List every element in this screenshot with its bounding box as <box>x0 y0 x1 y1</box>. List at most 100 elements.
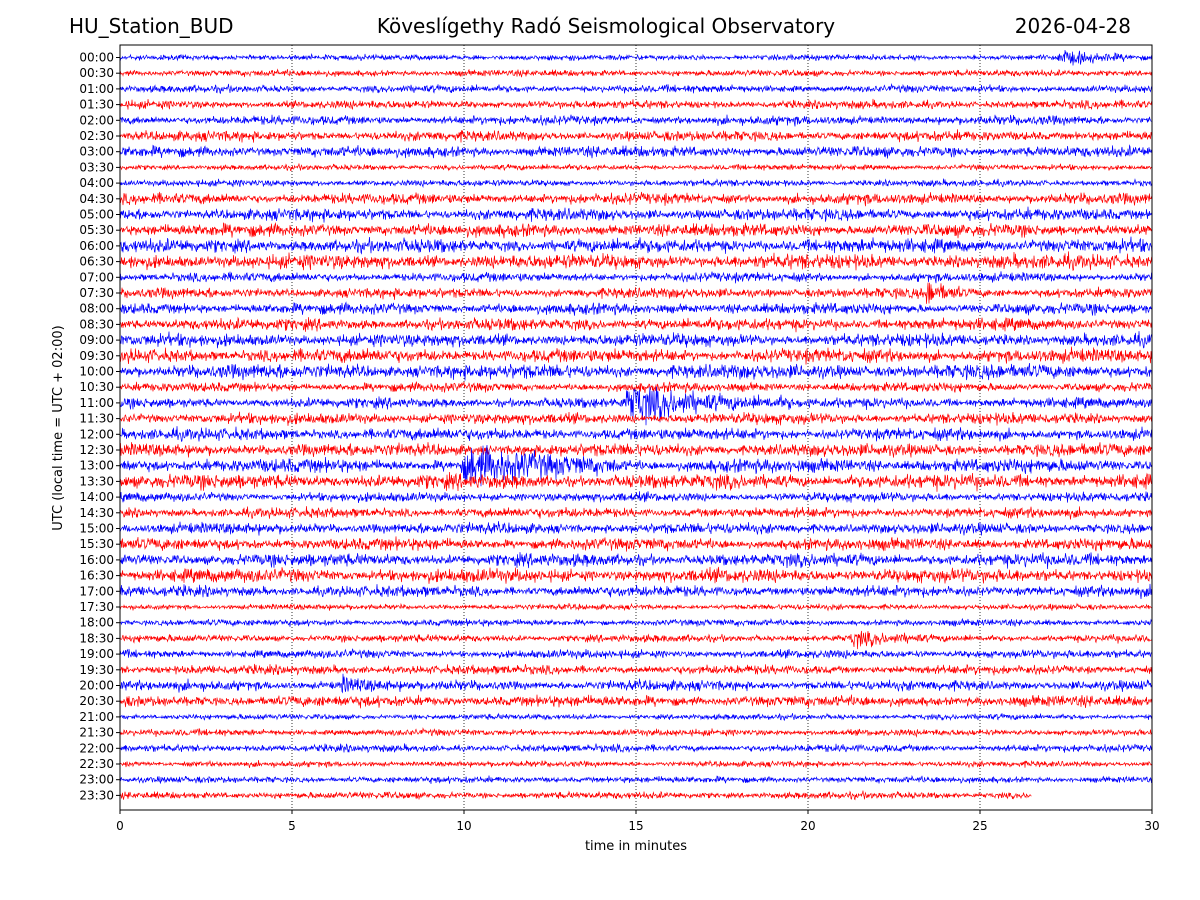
y-tick-label: 03:30 <box>79 160 114 174</box>
seismic-trace <box>119 444 1153 487</box>
y-tick-label: 09:30 <box>79 349 114 363</box>
seismic-trace <box>119 648 1153 660</box>
y-tick-label: 11:30 <box>79 412 114 426</box>
seismic-trace <box>119 521 1153 536</box>
seismic-trace <box>119 271 1153 284</box>
x-tick-label: 0 <box>116 819 124 833</box>
seismic-trace <box>119 178 1153 189</box>
seismic-trace <box>119 163 1153 172</box>
observatory-title: Köveslígethy Radó Seismological Observat… <box>376 14 836 38</box>
grid-lines <box>291 45 981 810</box>
seismic-trace <box>119 251 1153 272</box>
seismic-trace <box>119 411 1153 426</box>
y-tick-label: 03:00 <box>79 145 114 159</box>
seismic-trace <box>119 221 1153 239</box>
x-tick-label: 10 <box>456 819 471 833</box>
y-tick-label: 09:00 <box>79 333 114 347</box>
y-tick-label: 15:00 <box>79 522 114 536</box>
x-tick-label: 25 <box>972 819 987 833</box>
y-tick-label: 06:30 <box>79 255 114 269</box>
y-tick-label: 01:30 <box>79 98 114 112</box>
seismic-trace <box>119 727 1153 738</box>
seismic-trace <box>119 583 1153 600</box>
y-tick-label: 05:30 <box>79 223 114 237</box>
y-axis-label: UTC (local time = UTC + 02:00) <box>51 325 66 530</box>
seismic-trace <box>119 83 1153 95</box>
y-tick-label: 07:30 <box>79 286 114 300</box>
y-tick-label: 13:30 <box>79 474 114 488</box>
seismic-trace <box>119 381 1153 395</box>
y-tick-label: 12:00 <box>79 427 114 441</box>
y-tick-label: 14:30 <box>79 506 114 520</box>
seismic-trace <box>119 282 1153 304</box>
y-tick-label: 18:00 <box>79 616 114 630</box>
y-tick-label: 16:30 <box>79 569 114 583</box>
seismic-trace <box>119 694 1153 709</box>
x-axis-label: time in minutes <box>585 839 687 854</box>
seismic-trace <box>119 362 1153 381</box>
x-tick-label: 5 <box>288 819 296 833</box>
seismic-trace <box>119 68 1153 78</box>
x-tick-label: 15 <box>628 819 643 833</box>
x-axis: 0 5 10 15 20 25 30 <box>116 810 1160 833</box>
y-tick-label: 10:00 <box>79 365 114 379</box>
y-tick-label: 17:30 <box>79 600 114 614</box>
y-tick-label: 21:00 <box>79 710 114 724</box>
y-tick-label: 14:00 <box>79 490 114 504</box>
seismic-trace <box>119 602 1153 612</box>
seismic-trace <box>119 471 1153 492</box>
seismic-trace <box>119 346 1153 365</box>
y-tick-label: 02:30 <box>79 129 114 143</box>
y-tick-label: 19:00 <box>79 647 114 661</box>
seismic-trace <box>119 316 1153 333</box>
x-tick-label: 30 <box>1144 819 1159 833</box>
seismic-trace <box>119 49 1153 66</box>
seismic-trace <box>119 144 1153 159</box>
x-tick-label: 20 <box>800 819 815 833</box>
seismic-trace <box>119 129 1153 143</box>
seismic-trace <box>119 630 1153 650</box>
y-tick-label: 23:30 <box>79 788 114 802</box>
seismic-trace <box>119 442 1153 458</box>
y-tick-label: 10:30 <box>79 380 114 394</box>
date-title: 2026-04-28 <box>1014 14 1131 38</box>
seismic-trace <box>119 386 1153 426</box>
seismic-trace <box>119 331 1153 349</box>
y-tick-label: 01:00 <box>79 82 114 96</box>
y-tick-label: 22:00 <box>79 741 114 755</box>
y-tick-label: 12:30 <box>79 443 114 457</box>
seismic-trace <box>119 743 1153 754</box>
y-tick-label: 21:30 <box>79 726 114 740</box>
y-tick-label: 20:30 <box>79 694 114 708</box>
y-tick-label: 16:00 <box>79 553 114 567</box>
y-tick-label: 11:00 <box>79 396 114 410</box>
seismic-trace <box>119 206 1153 223</box>
seismic-trace <box>119 236 1153 255</box>
y-tick-label: 13:00 <box>79 459 114 473</box>
y-tick-label: 19:30 <box>79 663 114 677</box>
seismic-trace <box>119 775 1153 784</box>
seismic-trace <box>119 712 1153 721</box>
traces <box>119 49 1153 801</box>
y-tick-label: 00:00 <box>79 51 114 65</box>
y-tick-label: 02:00 <box>79 113 114 127</box>
y-tick-label: 04:30 <box>79 192 114 206</box>
y-tick-label: 15:30 <box>79 537 114 551</box>
y-tick-label: 00:30 <box>79 66 114 80</box>
seismic-trace <box>119 566 1153 584</box>
seismic-trace <box>119 426 1153 443</box>
seismic-trace <box>119 98 1153 111</box>
seismic-trace <box>119 790 1032 801</box>
y-tick-label: 22:30 <box>79 757 114 771</box>
y-tick-label: 20:00 <box>79 679 114 693</box>
y-tick-label: 08:30 <box>79 317 114 331</box>
y-tick-label: 06:00 <box>79 239 114 253</box>
y-tick-label: 08:00 <box>79 302 114 316</box>
seismic-trace <box>119 491 1153 504</box>
y-tick-label: 23:00 <box>79 773 114 787</box>
y-tick-label: 18:30 <box>79 631 114 645</box>
seismic-trace <box>119 506 1153 520</box>
seismic-trace <box>119 552 1153 570</box>
